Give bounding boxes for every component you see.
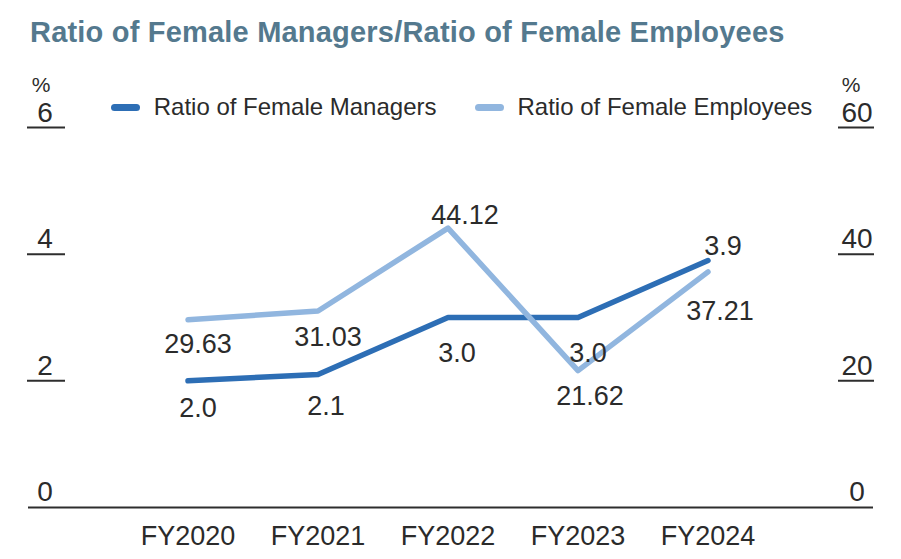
right-axis-unit: % [842, 73, 861, 96]
right-axis-tick-label: 40 [841, 223, 872, 254]
x-axis-label: FY2020 [141, 521, 236, 551]
employees-data-label: 31.03 [294, 322, 362, 352]
x-axis-label: FY2024 [661, 521, 756, 551]
managers-data-label: 3.9 [704, 231, 742, 261]
line-chart-canvas: %%64206040200FY2020FY2021FY2022FY2023FY2… [0, 0, 901, 559]
right-axis-tick-label: 0 [849, 476, 865, 507]
left-axis-tick-label: 2 [37, 350, 53, 381]
left-axis-tick-label: 4 [37, 223, 53, 254]
right-axis-tick-label: 60 [841, 97, 872, 128]
left-axis-tick-label: 6 [37, 97, 53, 128]
left-axis-unit: % [32, 73, 51, 96]
managers-data-label: 3.0 [569, 338, 607, 368]
left-axis-tick-label: 0 [37, 476, 53, 507]
employees-data-label: 37.21 [686, 296, 754, 326]
x-axis-label: FY2023 [531, 521, 626, 551]
employees-data-label: 44.12 [431, 200, 499, 230]
employees-data-label: 21.62 [556, 381, 624, 411]
right-axis-tick-label: 20 [841, 350, 872, 381]
x-axis-label: FY2022 [401, 521, 496, 551]
managers-data-label: 3.0 [438, 338, 476, 368]
chart-container: Ratio of Female Managers/Ratio of Female… [0, 0, 901, 559]
employees-data-label: 29.63 [164, 329, 232, 359]
managers-data-label: 2.1 [307, 391, 345, 421]
managers-data-label: 2.0 [179, 393, 217, 423]
x-axis-label: FY2021 [271, 521, 366, 551]
